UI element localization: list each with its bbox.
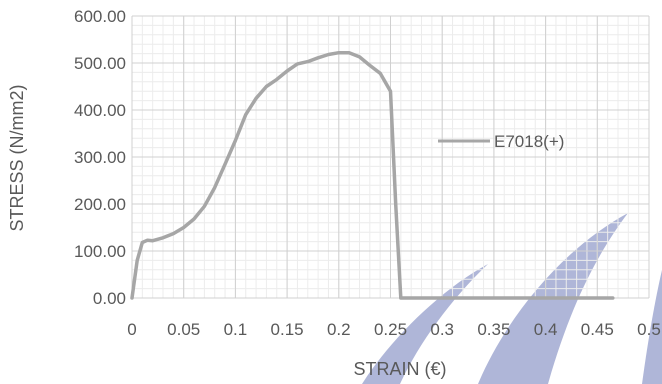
y-tick-label: 300.00 xyxy=(74,148,126,167)
major-gridlines xyxy=(131,15,650,299)
y-axis-title: STRESS (N/mm2) xyxy=(7,84,27,231)
x-tick-label: 0.2 xyxy=(327,320,351,339)
legend: E7018(+) xyxy=(438,132,564,151)
x-tick-label: 0.35 xyxy=(477,320,510,339)
x-tick-label: 0.5 xyxy=(637,320,661,339)
x-tick-label: 0.05 xyxy=(167,320,200,339)
series-line-0 xyxy=(130,50,615,300)
x-tick-label: 0.25 xyxy=(374,320,407,339)
x-tick-label: 0.45 xyxy=(581,320,614,339)
x-tick-label: 0.15 xyxy=(271,320,304,339)
x-axis-tick-labels: 0 0.05 0.1 0.15 0.2 0.25 0.3 0.35 0.4 0.45 0.5 xyxy=(127,320,661,339)
series-layer xyxy=(130,50,615,300)
x-tick-label: 0.3 xyxy=(430,320,454,339)
y-tick-label: 400.00 xyxy=(74,101,126,120)
x-tick-label: 0.1 xyxy=(224,320,248,339)
y-axis-tick-labels: 0.00 100.00 200.00 300.00 400.00 500.00 600.00 xyxy=(74,7,126,308)
y-tick-label: 200.00 xyxy=(74,195,126,214)
y-tick-label: 100.00 xyxy=(74,242,126,261)
legend-label-e7018: E7018(+) xyxy=(494,132,564,151)
x-tick-label: 0.4 xyxy=(534,320,558,339)
watermark-swoosh-edge xyxy=(642,270,662,384)
y-tick-label: 500.00 xyxy=(74,54,126,73)
y-tick-label: 600.00 xyxy=(74,7,126,26)
x-axis-title: STRAIN (€) xyxy=(353,359,446,379)
x-tick-label: 0 xyxy=(127,320,136,339)
y-tick-label: 0.00 xyxy=(93,289,126,308)
watermark-swoosh-small xyxy=(362,264,488,384)
